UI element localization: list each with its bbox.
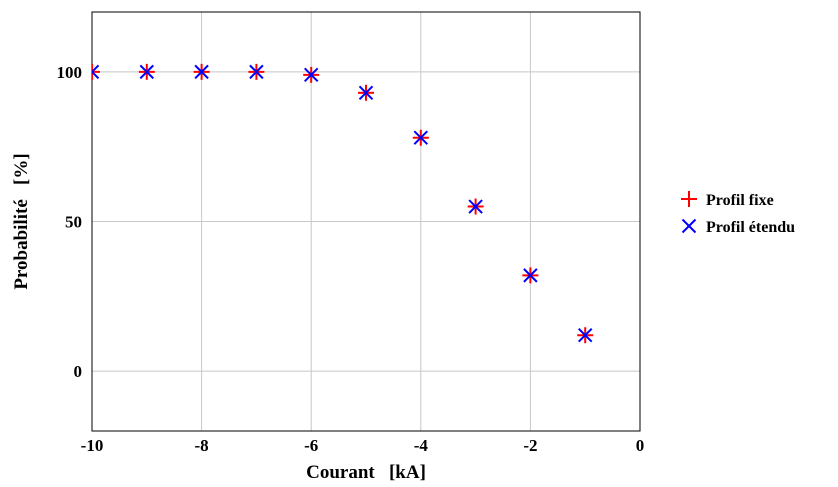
grid	[91, 12, 641, 431]
x-tick-label: 0	[636, 436, 645, 455]
profil-etendu-point	[358, 85, 374, 101]
legend-marker-cross-icon	[681, 218, 697, 234]
profil-fixe-point	[92, 63, 100, 80]
y-axis-label: Probabilité [%]	[11, 153, 32, 289]
legend-marker-plus-icon	[681, 191, 697, 207]
profil-etendu-point	[523, 268, 538, 283]
data-points	[92, 63, 594, 344]
x-tick-label: -4	[414, 436, 429, 455]
x-tick-label: -6	[304, 436, 318, 455]
x-tick-label: -2	[523, 436, 537, 455]
profil-etendu-point	[468, 199, 483, 214]
profil-etendu-point	[139, 64, 155, 80]
legend: Profil fixe Profil étendu	[681, 191, 795, 236]
y-tick-label: 100	[57, 63, 83, 82]
legend-label-profil-fixe: Profil fixe	[706, 192, 774, 209]
profil-etendu-point	[303, 67, 319, 83]
profil-etendu-point	[577, 328, 593, 343]
x-axis-label: Courant [kA]	[306, 462, 426, 483]
profil-etendu-point	[194, 64, 209, 80]
profil-etendu-point	[413, 130, 429, 145]
profil-etendu-point	[92, 64, 100, 80]
legend-label-profil-etendu: Profil étendu	[706, 219, 795, 236]
x-tick-labels: -10 -8 -6 -4 -2 0	[81, 436, 645, 455]
profil-etendu-point	[249, 64, 264, 80]
legend-marker-shape	[681, 191, 697, 207]
legend-item-profil-etendu: Profil étendu	[681, 218, 795, 236]
x-tick-label: -8	[195, 436, 209, 455]
y-tick-label: 0	[74, 362, 83, 381]
y-tick-label: 50	[65, 213, 82, 232]
plot-area	[91, 11, 641, 432]
y-tick-labels: 0 50 100	[57, 63, 83, 381]
legend-marker-shape	[681, 218, 697, 234]
legend-item-profil-fixe: Profil fixe	[681, 191, 774, 209]
x-tick-label: -10	[81, 436, 104, 455]
